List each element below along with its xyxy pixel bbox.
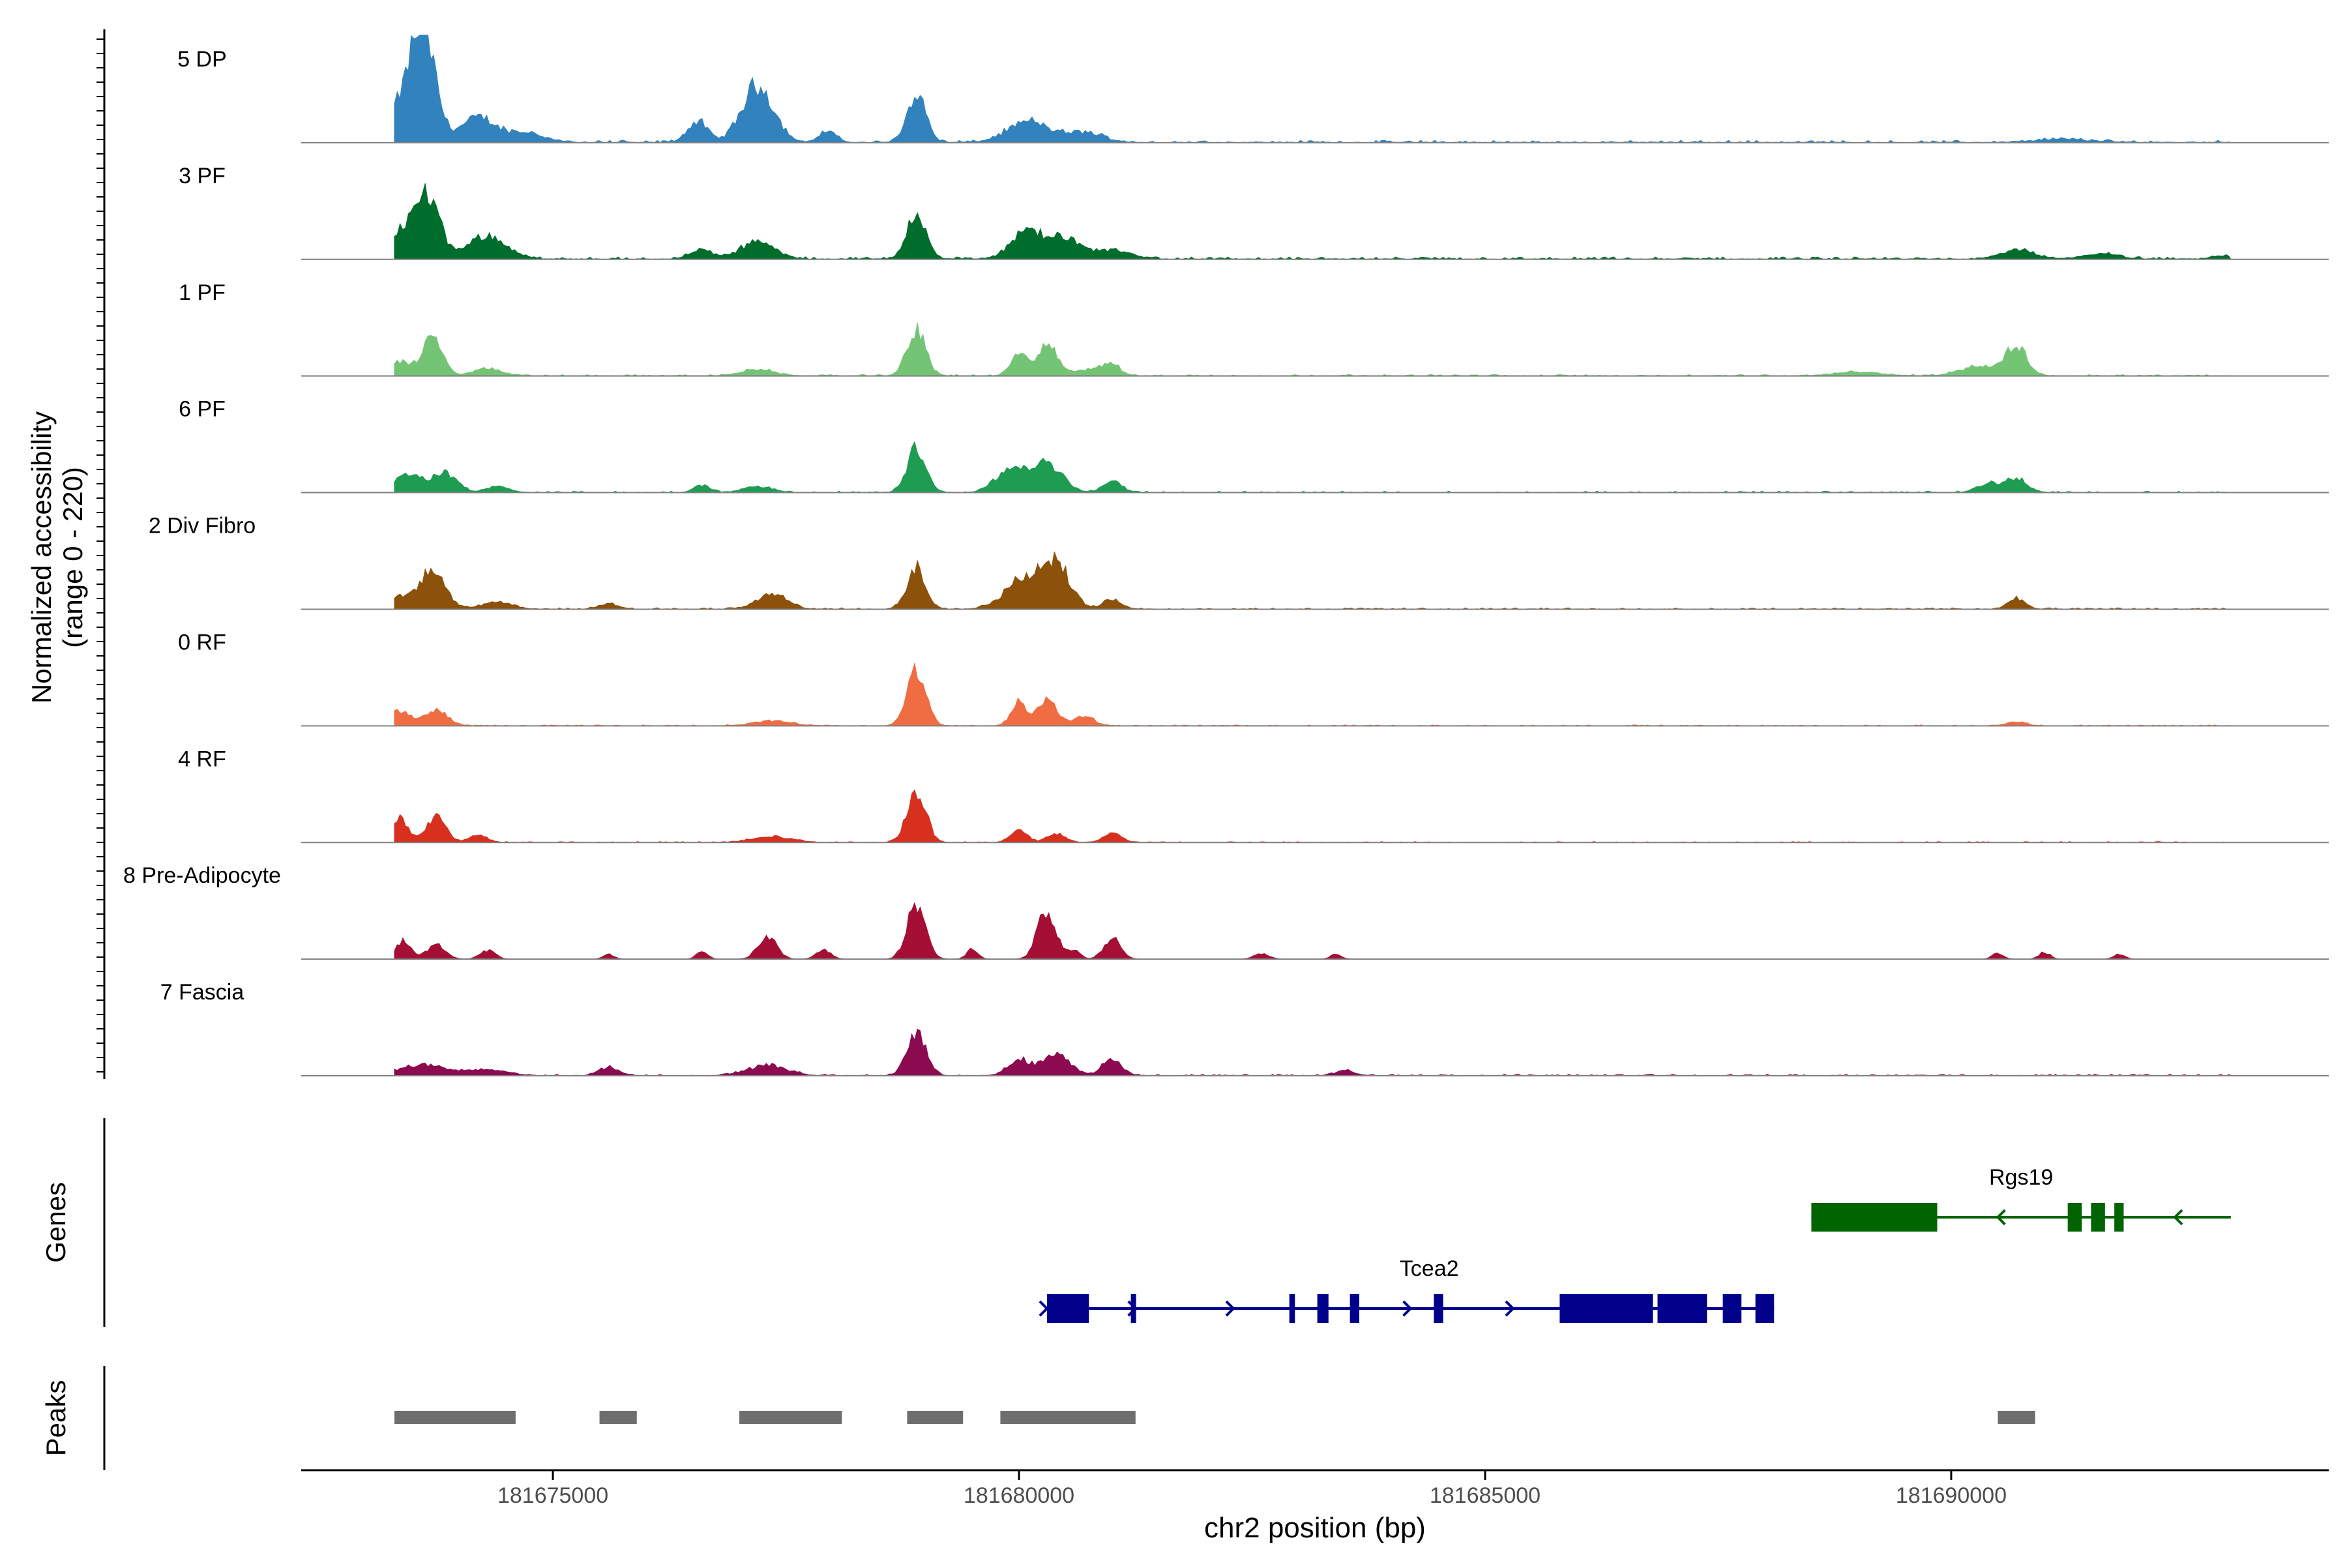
gene-exon [1289, 1294, 1295, 1323]
gene-strand-arrow [1996, 1209, 2006, 1226]
coverage-area [394, 902, 2231, 960]
gene-exon [1657, 1294, 1707, 1323]
y-axis-subtitle: (range 0 - 220) [57, 467, 88, 648]
gene-exon [1434, 1294, 1443, 1323]
peak-region [599, 1411, 637, 1424]
track-label: 2 Div Fibro [149, 514, 256, 539]
gene-exon [2067, 1203, 2082, 1232]
x-tick-label: 181690000 [1896, 1483, 2007, 1508]
genes-panel-label: Genes [40, 1182, 71, 1263]
track-label: 7 Fascia [160, 980, 244, 1005]
track-label: 5 DP [177, 47, 227, 72]
peak-region [394, 1411, 516, 1424]
gene-exon [2114, 1203, 2124, 1232]
gene-exon [1811, 1203, 1938, 1232]
track-label: 4 RF [178, 747, 226, 771]
peak-region [907, 1411, 964, 1424]
coverage-area [394, 35, 2232, 143]
peak-region [739, 1411, 842, 1424]
gene-strand-arrow [1225, 1300, 1235, 1317]
gene-exon [1722, 1294, 1742, 1323]
track-label: 8 Pre-Adipocyte [123, 863, 281, 888]
gene-strand-arrow [2173, 1209, 2183, 1226]
coverage-area [394, 789, 2231, 843]
x-tick-label: 181675000 [497, 1483, 608, 1508]
peak-region [1000, 1411, 1136, 1424]
gene-exon [1130, 1294, 1136, 1323]
gene-exon [1046, 1294, 1089, 1323]
coverage-area [394, 323, 2231, 377]
gene-strand-arrow [1039, 1300, 1049, 1317]
y-axis-title: Normalized accessibility [26, 411, 57, 703]
gene-strand-arrow [2093, 1209, 2104, 1226]
gene-exon [2091, 1203, 2105, 1232]
gene-name-label: Tcea2 [1400, 1256, 1459, 1281]
track-label: 6 PF [179, 397, 226, 422]
coverage-area [394, 662, 2231, 726]
x-tick-label: 181685000 [1430, 1483, 1541, 1508]
coverage-area [394, 552, 2231, 610]
coverage-area [394, 441, 2231, 494]
gene-strand-arrow [1402, 1300, 1413, 1317]
track-label: 0 RF [178, 630, 226, 655]
gene-strand-arrow [1505, 1300, 1515, 1317]
track-label: 1 PF [179, 280, 226, 305]
track-label: 3 PF [179, 164, 226, 188]
peak-region [1998, 1411, 2035, 1424]
coverage-area [394, 183, 2232, 260]
gene-exon [1755, 1294, 1775, 1323]
gene-name-label: Rgs19 [1989, 1165, 2053, 1190]
peaks-panel-label: Peaks [40, 1380, 71, 1457]
x-axis-title: chr2 position (bp) [1204, 1512, 1426, 1544]
x-tick-label: 181680000 [964, 1483, 1074, 1508]
gene-exon [1350, 1294, 1359, 1323]
coverage-area [394, 1028, 2232, 1076]
gene-exon [1317, 1294, 1329, 1323]
gene-strand-arrow [1127, 1300, 1138, 1317]
gene-exon [1559, 1294, 1653, 1323]
